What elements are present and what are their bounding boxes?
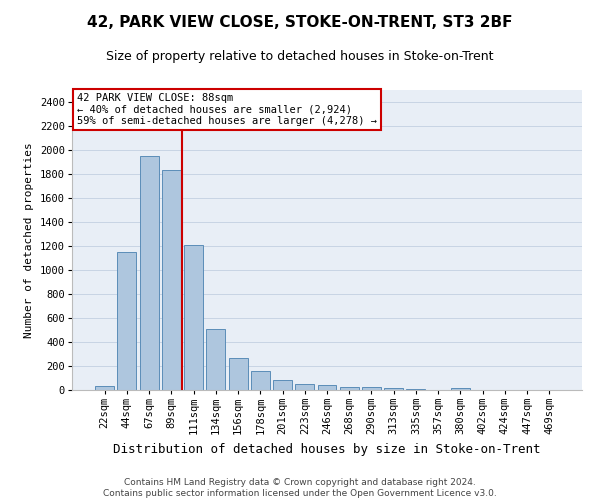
Bar <box>229 358 248 390</box>
Bar <box>184 245 203 390</box>
Text: 42 PARK VIEW CLOSE: 88sqm
← 40% of detached houses are smaller (2,924)
59% of se: 42 PARK VIEW CLOSE: 88sqm ← 40% of detac… <box>77 93 377 126</box>
Bar <box>273 380 292 390</box>
Bar <box>362 388 381 390</box>
Bar <box>384 388 403 390</box>
Text: Contains HM Land Registry data © Crown copyright and database right 2024.
Contai: Contains HM Land Registry data © Crown c… <box>103 478 497 498</box>
Text: Size of property relative to detached houses in Stoke-on-Trent: Size of property relative to detached ho… <box>106 50 494 63</box>
Text: 42, PARK VIEW CLOSE, STOKE-ON-TRENT, ST3 2BF: 42, PARK VIEW CLOSE, STOKE-ON-TRENT, ST3… <box>87 15 513 30</box>
X-axis label: Distribution of detached houses by size in Stoke-on-Trent: Distribution of detached houses by size … <box>113 443 541 456</box>
Bar <box>140 156 158 390</box>
Y-axis label: Number of detached properties: Number of detached properties <box>25 142 35 338</box>
Bar <box>95 386 114 390</box>
Bar <box>406 389 425 390</box>
Bar <box>251 372 270 390</box>
Bar <box>206 329 225 390</box>
Bar <box>162 170 181 390</box>
Bar <box>317 385 337 390</box>
Bar <box>451 388 470 390</box>
Bar <box>340 388 359 390</box>
Bar <box>295 384 314 390</box>
Bar <box>118 252 136 390</box>
